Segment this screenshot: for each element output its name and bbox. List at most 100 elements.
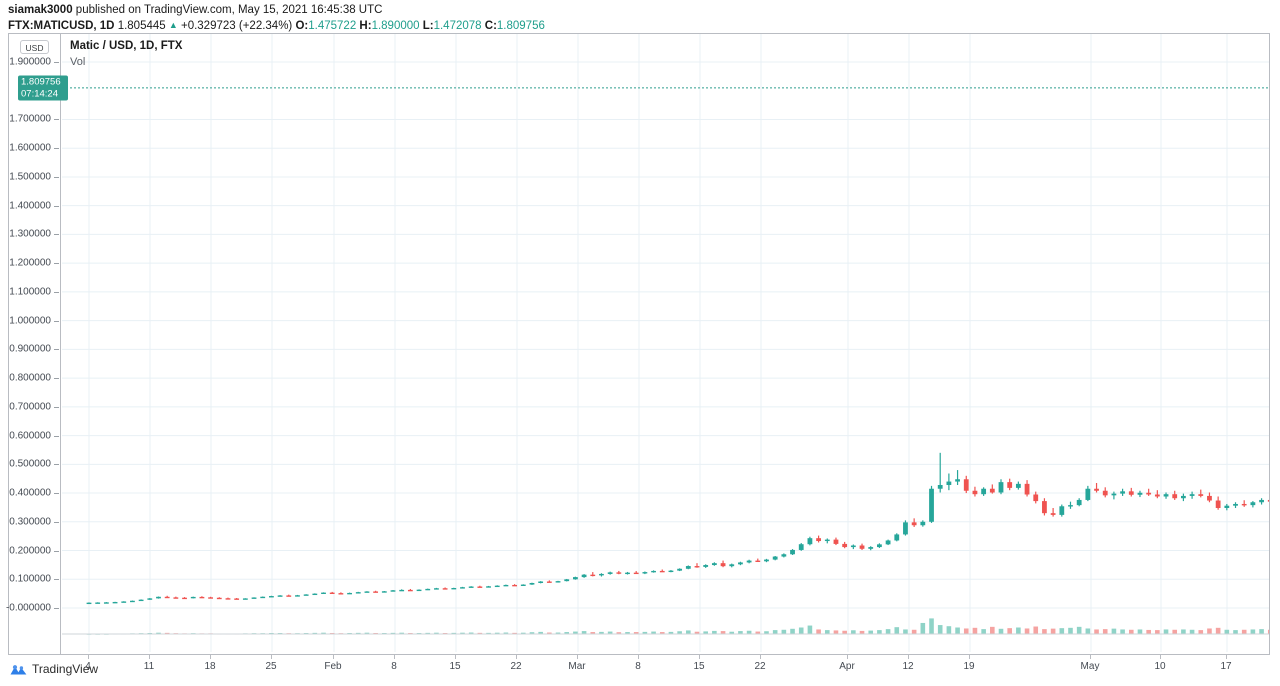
- price-tick-mark: [54, 464, 59, 466]
- price-tick-mark: [54, 62, 59, 63]
- candle-body: [842, 543, 848, 548]
- candle-body: [303, 594, 309, 596]
- price-scale[interactable]: USD 1.900000 1.700000 1.600000 1.500000 1.40…: [6, 34, 68, 654]
- volume-bar: [1068, 627, 1073, 634]
- tradingview-brand[interactable]: TradingView: [10, 662, 98, 676]
- price-tick-label: 1.200000: [9, 257, 51, 269]
- volume-bar: [894, 627, 900, 634]
- price-tick-mark: [54, 148, 59, 150]
- candle-body: [685, 566, 691, 569]
- candle-body: [1163, 494, 1169, 497]
- candle-body: [251, 597, 257, 599]
- candle-body: [216, 597, 222, 600]
- time-tick-label: 22: [754, 661, 766, 672]
- candle-body: [955, 479, 960, 482]
- price-tick-label: 0.800000: [9, 372, 51, 384]
- time-tick-label: Apr: [839, 661, 855, 672]
- volume-bar: [903, 629, 908, 634]
- time-tick-label: 8: [391, 661, 397, 672]
- candle-body: [260, 596, 266, 599]
- candle-body: [95, 602, 101, 604]
- volume-bar: [937, 625, 943, 634]
- volume-bar: [486, 632, 491, 634]
- candle-body: [494, 585, 500, 588]
- volume-bar: [1016, 627, 1021, 634]
- candle-body: [138, 599, 144, 602]
- candle-body: [1111, 493, 1117, 496]
- chart-frame: USD 1.900000 1.700000 1.600000 1.500000 1.40…: [6, 33, 1270, 678]
- volume-bar: [859, 630, 865, 634]
- volume-bar: [581, 631, 587, 634]
- time-tick-label: 4: [85, 661, 91, 672]
- candle-body: [1128, 491, 1134, 495]
- currency-pill[interactable]: USD: [20, 40, 49, 54]
- time-scale[interactable]: 4 11 18 25 Feb 8 15 22 Mar 8 15 22 Apr 12 19 May 10 17: [9, 654, 1269, 678]
- time-tick-label: Mar: [568, 661, 586, 672]
- volume-bar: [1033, 626, 1039, 634]
- candle-body: [903, 522, 908, 535]
- candle-body: [103, 602, 109, 604]
- candle-body: [390, 590, 396, 592]
- volume-bar: [868, 630, 874, 634]
- candle-body: [199, 596, 205, 599]
- volume-bar: [1128, 629, 1134, 634]
- time-tick-mark: [271, 655, 272, 659]
- volume-bar: [929, 618, 934, 634]
- candle-body: [407, 589, 413, 592]
- volume-bar: [468, 632, 474, 634]
- volume-bar: [790, 628, 795, 634]
- volume-bar: [1207, 628, 1212, 634]
- candle-body: [798, 544, 804, 550]
- candlestick-canvas[interactable]: [62, 34, 1269, 654]
- price-tick-label: 1.500000: [9, 171, 51, 183]
- candle-body: [833, 539, 839, 544]
- time-tick-mark: [760, 655, 761, 659]
- volume-bar: [564, 632, 570, 634]
- candle-body: [1024, 483, 1030, 495]
- candle-body: [1259, 499, 1264, 503]
- time-tick-label: 25: [265, 661, 277, 672]
- price-tick-mark: [54, 291, 59, 293]
- time-tick-mark: [699, 655, 700, 659]
- volume-bar: [642, 631, 648, 634]
- volume-bar: [1137, 629, 1143, 634]
- candle-body: [651, 570, 656, 573]
- candle-body: [277, 595, 283, 597]
- candle-body: [972, 490, 978, 495]
- candle-body: [694, 566, 700, 568]
- candle-body: [555, 581, 561, 583]
- volume-bar: [990, 626, 995, 634]
- time-tick-mark: [577, 655, 578, 659]
- candle-body: [434, 588, 439, 590]
- price-tick-label: 0.200000: [9, 545, 51, 557]
- plot-area[interactable]: Matic / USD, 1D, FTX Vol: [62, 34, 1269, 654]
- volume-bar: [842, 630, 847, 634]
- volume-bar: [833, 630, 839, 634]
- candle-body: [1198, 494, 1204, 496]
- price-tick-label: 1.900000: [9, 56, 51, 68]
- candle-body: [1120, 491, 1125, 494]
- candle-body: [659, 570, 665, 573]
- candle-body: [425, 588, 431, 591]
- price-tick-mark: [54, 320, 59, 322]
- candle-body: [885, 540, 891, 545]
- volume-bar: [312, 632, 318, 634]
- candle-body: [581, 574, 587, 578]
- price-tick-mark: [54, 521, 59, 523]
- volume-bar: [590, 632, 596, 634]
- volume-bar: [1042, 629, 1047, 634]
- candle-body: [234, 598, 240, 600]
- candle-body: [1267, 499, 1269, 502]
- volume-bar: [755, 631, 761, 634]
- candle-body: [503, 584, 509, 587]
- candle-body: [764, 559, 769, 562]
- candle-body: [1224, 505, 1230, 508]
- candle-body: [1102, 490, 1108, 496]
- candle-body: [1068, 505, 1073, 507]
- time-tick-mark: [88, 655, 89, 659]
- candle-body: [1189, 494, 1195, 496]
- time-tick-label: 15: [449, 661, 461, 672]
- volume-bar: [738, 631, 743, 634]
- close-value: 1.809756: [496, 20, 545, 32]
- candle-body: [564, 579, 570, 582]
